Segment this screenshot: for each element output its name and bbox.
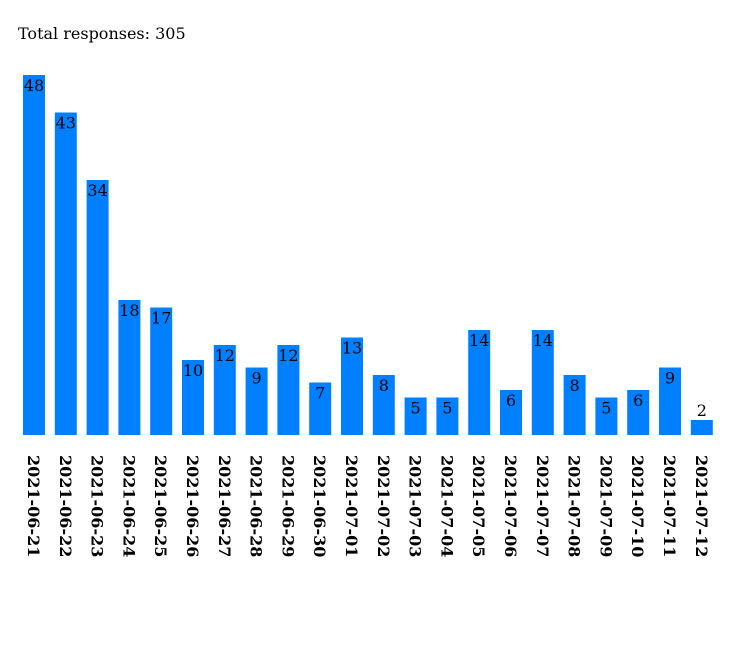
- tick-label-2021-07-07: 2021-07-07: [533, 455, 552, 557]
- tick-label-2021-06-27: 2021-06-27: [215, 455, 234, 557]
- value-label-2021-06-28: 9: [252, 369, 262, 388]
- tick-label-2021-07-03: 2021-07-03: [406, 455, 425, 557]
- tick-label-2021-06-23: 2021-06-23: [88, 455, 107, 557]
- tick-label-2021-07-12: 2021-07-12: [692, 455, 711, 557]
- bar-2021-06-26: [182, 360, 204, 435]
- value-label-2021-06-25: 17: [151, 309, 171, 328]
- value-label-2021-06-23: 34: [87, 181, 107, 200]
- bar-2021-06-25: [150, 307, 173, 435]
- bar-2021-07-04: [436, 397, 459, 435]
- value-label-2021-07-04: 5: [442, 399, 452, 418]
- total-responses-label: Total responses: 305: [18, 24, 186, 43]
- bar-2021-06-23: [86, 180, 109, 435]
- tick-label-2021-07-09: 2021-07-09: [596, 455, 615, 557]
- bar-2021-07-09: [595, 397, 618, 435]
- bar-2021-07-11: [659, 367, 681, 435]
- bar-2021-06-22: [54, 112, 77, 435]
- bar-2021-07-03: [404, 397, 427, 435]
- tick-label-2021-07-08: 2021-07-08: [565, 455, 584, 557]
- tick-label-2021-07-02: 2021-07-02: [374, 455, 393, 557]
- tick-label-2021-07-01: 2021-07-01: [342, 455, 361, 557]
- bar-2021-07-01: [341, 337, 363, 435]
- tick-label-2021-06-30: 2021-06-30: [310, 455, 329, 557]
- value-label-2021-07-08: 8: [570, 376, 580, 395]
- value-label-2021-07-12: 2: [697, 401, 707, 420]
- bar-2021-07-06: [500, 390, 522, 435]
- bar-2021-07-12: [690, 420, 713, 435]
- bar-2021-06-21: [23, 75, 45, 435]
- tick-label-2021-06-26: 2021-06-26: [183, 455, 202, 557]
- bar-2021-06-28: [245, 367, 268, 435]
- tick-label-2021-06-24: 2021-06-24: [119, 455, 138, 557]
- value-label-2021-07-03: 5: [411, 399, 421, 418]
- value-label-2021-07-11: 9: [665, 369, 675, 388]
- value-label-2021-07-05: 14: [469, 331, 489, 350]
- tick-label-2021-07-05: 2021-07-05: [469, 455, 488, 557]
- value-label-2021-06-26: 10: [183, 361, 203, 380]
- value-label-2021-07-06: 6: [506, 391, 516, 410]
- bar-2021-07-07: [531, 330, 554, 435]
- value-label-2021-07-07: 14: [533, 331, 553, 350]
- value-label-2021-07-01: 13: [342, 339, 362, 358]
- bar-2021-07-05: [468, 330, 491, 435]
- tick-label-2021-07-04: 2021-07-04: [437, 455, 456, 557]
- bar-2021-06-29: [277, 345, 300, 435]
- bar-2021-07-10: [627, 390, 650, 435]
- tick-label-2021-06-28: 2021-06-28: [247, 455, 266, 557]
- value-label-2021-06-22: 43: [56, 114, 76, 133]
- tick-label-2021-07-11: 2021-07-11: [660, 455, 679, 557]
- value-label-2021-07-10: 6: [633, 391, 643, 410]
- value-label-2021-06-27: 12: [215, 346, 235, 365]
- value-label-2021-06-24: 18: [119, 301, 139, 320]
- value-label-2021-07-09: 5: [601, 399, 611, 418]
- value-label-2021-06-21: 48: [24, 76, 44, 95]
- bar-2021-07-02: [372, 375, 395, 435]
- value-label-2021-06-30: 7: [315, 384, 325, 403]
- tick-label-2021-07-10: 2021-07-10: [628, 455, 647, 557]
- bar-2021-06-30: [309, 382, 332, 435]
- value-label-2021-06-29: 12: [278, 346, 298, 365]
- tick-label-2021-07-06: 2021-07-06: [501, 455, 520, 557]
- bar-2021-06-27: [213, 345, 236, 435]
- tick-label-2021-06-29: 2021-06-29: [278, 455, 297, 557]
- tick-label-2021-06-22: 2021-06-22: [56, 455, 75, 557]
- tick-label-2021-06-25: 2021-06-25: [151, 455, 170, 557]
- bar-2021-06-24: [118, 300, 141, 435]
- tick-label-2021-06-21: 2021-06-21: [24, 455, 43, 557]
- value-label-2021-07-02: 8: [379, 376, 389, 395]
- bar-2021-07-08: [563, 375, 586, 435]
